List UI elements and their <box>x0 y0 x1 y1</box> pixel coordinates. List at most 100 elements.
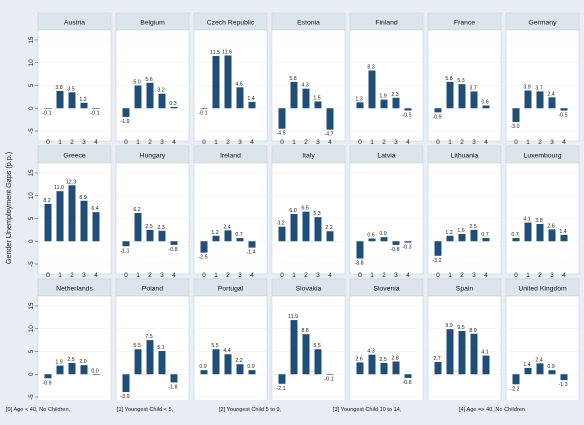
bar <box>302 334 310 375</box>
panel-title: Greece <box>63 153 86 160</box>
data-label: -4.5 <box>276 131 285 137</box>
panel-title: Luxembourg <box>524 153 562 160</box>
legend: [0] Age < 40, No Children, [1] Youngest … <box>0 402 584 420</box>
panel-title: United Kingdom <box>518 286 567 293</box>
bar <box>470 229 478 242</box>
bar <box>560 374 568 381</box>
data-label: 1.3 <box>355 96 362 102</box>
bar <box>134 349 142 375</box>
bar <box>56 365 64 375</box>
x-tick-label: 1 <box>136 139 140 146</box>
bar <box>44 108 52 109</box>
data-label: 5.5 <box>313 343 320 349</box>
x-tick-label: 2 <box>70 139 74 146</box>
x-tick-label: 1 <box>214 139 218 146</box>
bar <box>482 238 490 242</box>
panel-title: Belgium <box>140 20 165 27</box>
data-label: 2.2 <box>235 358 242 364</box>
data-label: 2.2 <box>325 225 332 231</box>
bar <box>368 354 376 375</box>
panel-title: Czech Republic <box>207 20 255 27</box>
data-label: 5.1 <box>157 345 164 351</box>
x-tick-label: 0 <box>436 272 440 279</box>
bar <box>548 370 556 375</box>
x-tick-label: 4 <box>94 139 98 146</box>
data-label: -1.4 <box>246 250 255 256</box>
data-label: 4.4 <box>223 348 230 354</box>
data-label: 5.3 <box>313 211 320 217</box>
bar <box>302 88 310 109</box>
bar <box>482 355 490 375</box>
data-label: 2.6 <box>547 223 554 229</box>
panel-title: Ireland <box>220 153 241 160</box>
bar <box>146 82 154 109</box>
data-label: 6.2 <box>133 207 140 213</box>
bar <box>314 101 322 109</box>
y-tick-label: 5 <box>28 349 35 353</box>
data-label: 3.5 <box>67 86 74 92</box>
data-label: -0.9 <box>42 380 51 386</box>
data-label: 1.9 <box>379 94 386 100</box>
bar <box>434 361 442 375</box>
bar <box>368 238 376 242</box>
bar <box>248 241 256 248</box>
panel-france: France -0.9 5.8 5.3 3.7 0.6 0 1 2 3 4 <box>427 12 502 146</box>
legend-item-3: [3] Youngest Child 10 to 14, <box>333 407 402 413</box>
bar <box>236 364 244 375</box>
bar <box>560 234 568 242</box>
bar <box>314 217 322 242</box>
x-tick-label: 3 <box>550 272 554 279</box>
data-label: 2.8 <box>391 356 398 362</box>
y-tick-label: 15 <box>28 36 35 44</box>
bar <box>200 108 208 109</box>
panel-title: Finland <box>375 20 398 27</box>
y-tick-label: 5 <box>28 216 35 220</box>
x-tick-label: 0 <box>358 272 362 279</box>
data-label: 5.5 <box>211 343 218 349</box>
bar <box>122 241 130 247</box>
data-label: 8.8 <box>301 328 308 334</box>
panel-title: Slovakia <box>296 286 322 293</box>
x-tick-label: 3 <box>316 272 320 279</box>
bar <box>146 340 154 375</box>
x-tick-label: 3 <box>82 272 86 279</box>
data-label: 5.5 <box>133 343 140 349</box>
y-tick-label: 15 <box>28 169 35 177</box>
bar <box>458 84 466 109</box>
bar <box>122 374 130 392</box>
x-tick-label: 1 <box>58 272 62 279</box>
bar <box>212 235 220 242</box>
x-tick-label: 1 <box>292 139 296 146</box>
x-tick-label: 2 <box>460 272 464 279</box>
panel-greece: Greece 8.2 11.012.3 8.9 6.4 0 1 2 3 4 -5 0 5 10 15 <box>28 145 112 279</box>
panel-plot-area <box>37 295 112 400</box>
y-tick-label: 10 <box>28 192 35 200</box>
x-tick-label: 4 <box>94 272 98 279</box>
bar <box>356 241 364 259</box>
panel-hungary: Hungary -1.1 6.2 2.5 2.3 -0.8 0 1 2 3 4 <box>115 145 190 279</box>
x-tick-label: 0 <box>358 139 362 146</box>
panel-czech-republic: Czech Republic -0.1 11.5 11.6 4.6 1.4 0 1 2 3 4 <box>193 12 268 146</box>
legend-item-2: [2] Youngest Child 5 to 9, <box>219 407 282 413</box>
bar <box>278 226 286 242</box>
x-tick-label: 1 <box>136 272 140 279</box>
panel-italy: Italy 3.2 6.0 6.5 5.3 2.2 0 1 2 3 4 <box>271 145 346 279</box>
x-tick-label: 4 <box>250 272 254 279</box>
data-label: -0.1 <box>90 111 99 117</box>
x-tick-label: 4 <box>328 272 332 279</box>
bar <box>446 81 454 109</box>
legend-item-1: [1] Youngest Child < 5, <box>117 407 174 413</box>
panel-title: France <box>454 20 475 27</box>
x-tick-label: 2 <box>538 272 542 279</box>
bar <box>326 374 334 375</box>
x-tick-label: 3 <box>394 139 398 146</box>
bar <box>170 106 178 109</box>
x-tick-label: 0 <box>436 139 440 146</box>
data-label: 9.5 <box>457 325 464 331</box>
x-tick-label: 2 <box>382 272 386 279</box>
bar <box>224 230 232 242</box>
panel-title: Austria <box>64 20 85 27</box>
